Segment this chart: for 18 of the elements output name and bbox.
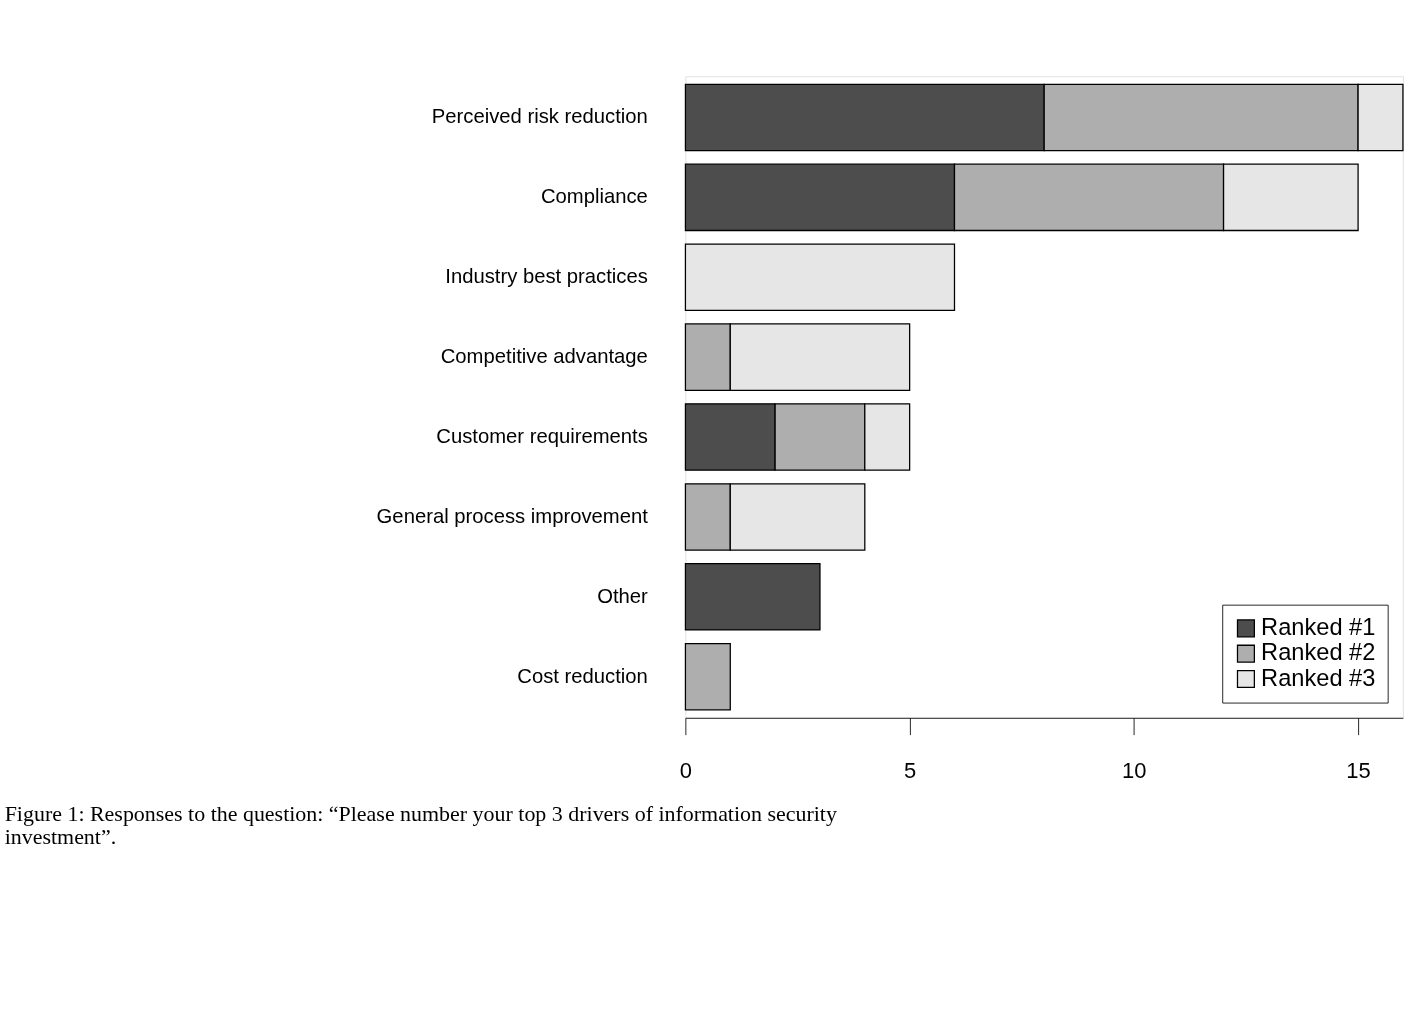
x-tick-label: 5 [903, 758, 917, 784]
y-tick-label: Industry best practices [445, 265, 648, 288]
legend-label: Ranked #3 [1261, 664, 1376, 691]
caption: Figure 1: Responses to the question: “Please number your top 3 drivers of information security investment”. [4, 800, 837, 850]
legend-label: Ranked #1 [1261, 614, 1376, 641]
y-tick-label: Competitive advantage [440, 345, 648, 368]
legend-label: Ranked #2 [1261, 639, 1376, 666]
y-tick-label: General process improvement [376, 504, 649, 527]
x-tick-label: 0 [679, 758, 692, 784]
x-tick-label: 15 [1346, 758, 1371, 784]
bar [684, 642, 731, 711]
y-tick-label: Customer requirements [436, 424, 648, 447]
y-tick-label: Cost reduction [517, 664, 648, 687]
y-tick-label: Perceived risk reduction [431, 105, 648, 128]
x-tick-label: 10 [1122, 758, 1147, 784]
bar [684, 563, 821, 631]
y-tick-label: Compliance [540, 185, 648, 208]
y-tick-label: Other [597, 584, 649, 607]
